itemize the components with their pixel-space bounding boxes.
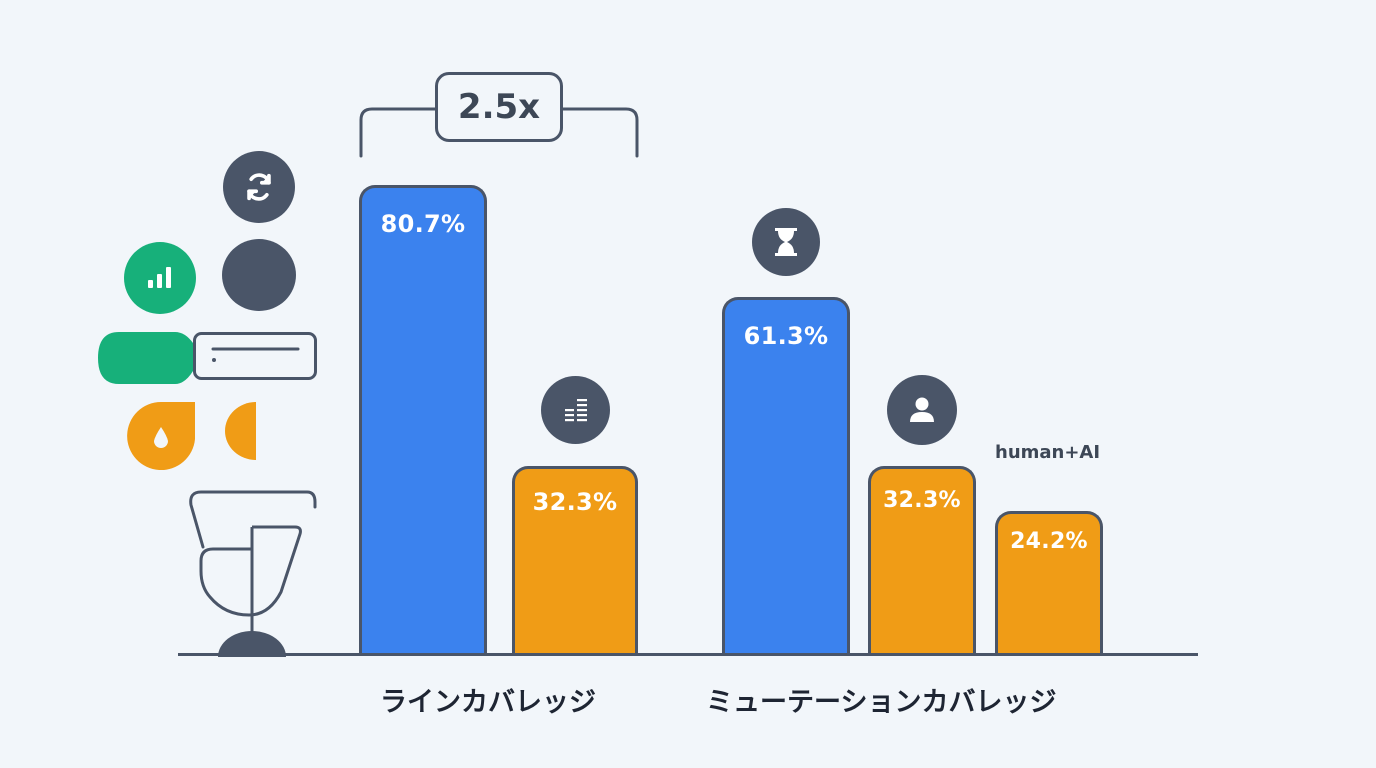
bar-value-label: 80.7%	[380, 210, 466, 238]
human-ai-label: human+AI	[995, 442, 1101, 463]
ratio-bracket	[359, 107, 639, 158]
bar-line-coverage-ai: 80.7%	[359, 185, 487, 655]
bar-mutation-coverage-human-ai: 24.2%	[995, 511, 1103, 655]
bar-line-coverage-human: 32.3%	[512, 466, 638, 655]
text-field-icon	[193, 332, 317, 380]
bar-value-label: 32.3%	[532, 488, 618, 516]
bar-chart-icon	[124, 242, 196, 314]
bar-mutation-coverage-human: 32.3%	[868, 466, 976, 655]
x-axis-baseline	[178, 653, 1198, 656]
hourglass-icon	[752, 208, 820, 276]
bar-value-label: 24.2%	[1010, 529, 1088, 554]
bar-mutation-coverage-ai: 61.3%	[722, 297, 850, 655]
bar-value-label: 61.3%	[743, 322, 829, 350]
stacked-bars-icon	[541, 376, 610, 444]
half-circle-icon	[225, 402, 256, 460]
refresh-icon	[223, 151, 295, 223]
category-label-mutation-coverage: ミューテーションカバレッジ	[706, 687, 1057, 718]
pill-shape	[98, 332, 197, 384]
cup-icon	[189, 490, 317, 657]
drop-icon	[127, 402, 195, 470]
ratio-label: 2.5x	[435, 72, 563, 142]
category-label-line-coverage: ラインカバレッジ	[380, 687, 596, 718]
user-icon	[887, 375, 957, 445]
blank-circle-icon	[222, 239, 296, 311]
bar-value-label: 32.3%	[883, 488, 961, 513]
